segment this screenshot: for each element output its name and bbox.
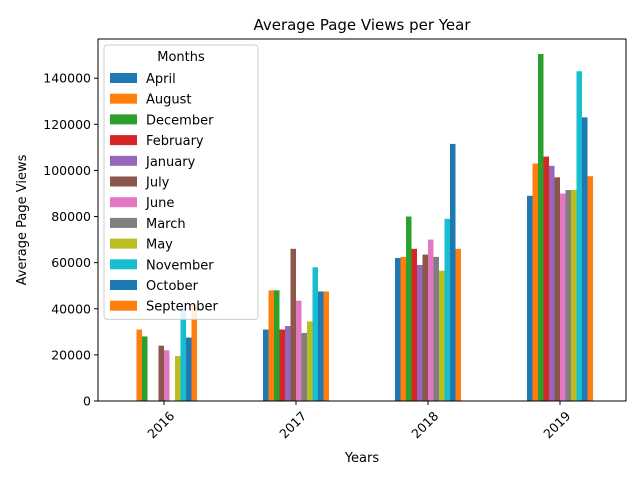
legend-entry: June [145,196,174,211]
bar-february-2019 [543,156,549,401]
bar-february-2018 [411,248,417,401]
legend-entry: February [146,134,204,149]
bar-april-2019 [527,195,533,401]
legend-entry: March [146,217,186,232]
legend-entry: July [145,176,170,191]
bar-may-2017 [307,321,313,401]
legend-entry: September [146,300,219,315]
legend-swatch [110,280,137,290]
bar-february-2017 [279,329,285,401]
bar-july-2018 [422,254,428,401]
legend-swatch [110,73,137,83]
legend-entry: December [146,113,214,128]
y-tick-label: 80000 [51,209,91,224]
bar-november-2016 [180,306,186,401]
bar-november-2018 [444,218,450,401]
bar-december-2018 [406,216,412,401]
bar-december-2017 [274,290,280,401]
bar-july-2016 [158,345,164,401]
legend-entry: May [146,238,173,253]
bar-december-2016 [142,336,148,401]
legend-swatch [110,155,137,166]
bar-june-2016 [164,350,170,401]
legend-entry: April [146,72,176,87]
y-axis: 0 20000 40000 60000 80000 100000 120000 140000 [43,71,98,409]
bar-july-2019 [554,177,560,401]
bar-march-2017 [301,332,307,401]
bar-january-2018 [417,264,423,401]
legend-swatch [110,259,137,270]
legend-swatch [110,176,137,187]
bar-july-2017 [290,248,296,401]
bar-may-2019 [571,190,577,401]
legend-swatch [110,238,137,249]
y-tick-label: 100000 [43,163,91,178]
bar-november-2017 [312,267,318,401]
y-tick-label: 140000 [43,71,91,86]
bar-march-2018 [433,256,439,401]
chart-title: Average Page Views per Year [253,16,471,34]
bar-march-2019 [565,190,571,401]
y-axis-label: Average Page Views [15,154,30,285]
bar-january-2017 [285,326,291,401]
bar-december-2019 [538,53,544,401]
bar-september-2018 [455,248,461,401]
bar-october-2017 [318,291,324,401]
bar-june-2018 [428,239,434,401]
bar-october-2016 [186,337,192,401]
y-tick-label: 40000 [51,301,91,316]
plot-frame [97,38,627,402]
bar-september-2016 [191,304,197,401]
legend-entry: October [146,279,199,294]
bar-april-2017 [263,329,269,401]
legend-entry: November [146,258,214,273]
y-tick-label: 0 [83,394,91,409]
bar-september-2017 [323,291,329,401]
x-axis: 2016 2017 2018 2019 [144,401,573,441]
x-axis-label: Years [344,451,380,466]
bar-august-2018 [400,256,406,401]
legend-swatch [110,93,137,104]
bar-may-2016 [175,356,181,401]
bar-november-2019 [576,71,582,401]
bars-group [136,53,593,402]
legend-box [103,44,259,320]
x-tick-label: 2018 [408,408,441,441]
legend-swatch [110,197,137,208]
bar-june-2017 [296,300,302,401]
y-tick-label: 120000 [43,117,91,132]
legend-entry: January [145,155,196,170]
legend-title: Months [157,50,205,65]
bar-october-2018 [450,143,456,401]
bar-august-2017 [268,290,274,401]
bar-august-2016 [136,329,142,401]
bar-october-2019 [582,117,588,402]
x-tick-label: 2016 [144,408,177,441]
legend-swatch [110,217,137,228]
legend-swatch [110,135,137,146]
legend-swatch [110,114,137,125]
y-tick-label: 60000 [51,255,91,270]
bar-april-2018 [395,258,401,401]
legend-entry: August [146,93,192,108]
x-tick-label: 2017 [276,408,309,441]
bar-august-2019 [532,163,538,401]
bar-january-2019 [549,165,555,401]
legend: Months April August December February Januar… [103,44,259,320]
legend-items: April August December February January July Ju… [110,72,219,315]
bar-june-2019 [560,193,566,401]
bar-may-2018 [439,270,445,401]
x-tick-label: 2019 [540,408,573,441]
legend-swatch [110,300,137,311]
y-tick-label: 20000 [51,347,91,362]
bar-september-2019 [587,176,593,401]
